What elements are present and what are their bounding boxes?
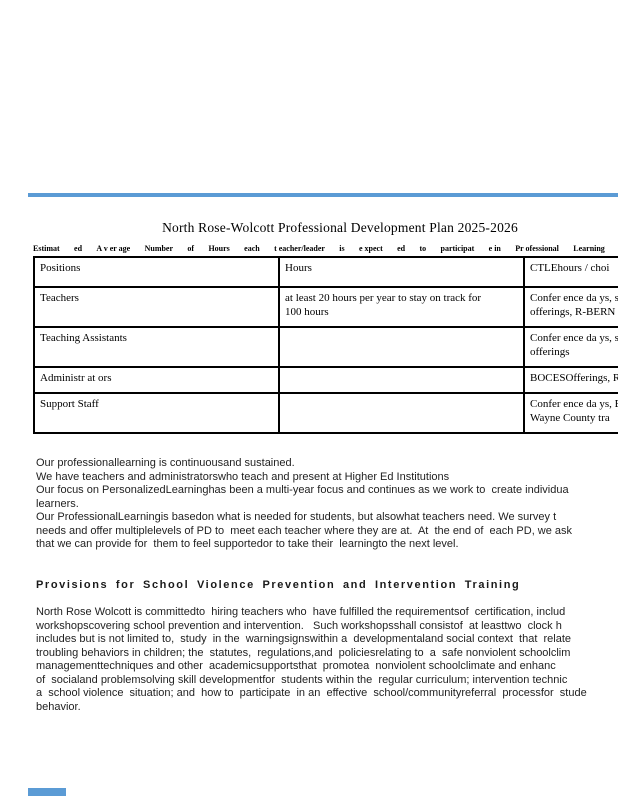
paragraph-line: North Rose Wolcott is committedto hiring… (36, 606, 566, 618)
paragraph-line: of socialand problemsolving skill develo… (36, 673, 568, 686)
caption-word: ed (397, 244, 406, 253)
cell-hours: at least 20 hours per year to stay on tr… (278, 286, 525, 328)
paragraph-line: that we can provide for them to feel sup… (36, 538, 459, 550)
cell-position: Administr at ors (33, 366, 280, 394)
cell-line: 100 hours (285, 305, 329, 318)
pd-hours-table: Positions Hours CTLEhours / choi Teacher… (33, 256, 618, 434)
table-row: Teaching Assistants Confer ence da ys, s… (33, 326, 618, 368)
caption-word: each (244, 244, 260, 253)
caption-word: to (419, 244, 427, 253)
cell-hours (278, 392, 525, 434)
paragraph-line: learners. (36, 497, 79, 510)
paragraph-line: behavior. (36, 700, 81, 713)
header-hours: Hours (278, 256, 525, 288)
page-title: North Rose-Wolcott Professional Developm… (162, 220, 518, 235)
paragraph-line: Our focus on PersonalizedLearninghas bee… (36, 484, 569, 496)
caption-word: t eacher/leader (274, 244, 325, 253)
paragraph-line: We have teachers and administratorswho t… (36, 470, 450, 483)
paragraph-violence-training: North Rose Wolcott is committedto hiring… (36, 606, 587, 714)
caption-word: participat (440, 244, 475, 253)
paragraph-professional-learning: Our professionallearning is continuousan… (36, 457, 572, 552)
caption-word: A v er age (96, 244, 131, 253)
paragraph-line: troubling behaviors in children; the sta… (36, 646, 571, 659)
cell-ctle: Confer ence da ys, s offerings, R-BERN (523, 286, 618, 328)
cell-line: Confer ence da ys, s (530, 292, 618, 304)
caption-word: ed (74, 244, 83, 253)
header-ctle: CTLEhours / choi (523, 256, 618, 288)
cell-ctle: BOCESOfferings, R (523, 366, 618, 394)
cell-position: Support Staff (33, 392, 280, 434)
cell-line: Confer ence da ys, B (530, 398, 618, 410)
header-positions: Positions (33, 256, 280, 288)
section-heading-violence-prevention: Provisions for School Violence Preventio… (36, 579, 521, 591)
cell-hours (278, 366, 525, 394)
table-header-row: Positions Hours CTLEhours / choi (33, 256, 618, 288)
caption-word: e xpect (359, 244, 383, 253)
cell-line: BOCESOfferings, R (530, 372, 618, 384)
table-caption-line: Estimat ed A v er age Number of Hours ea… (33, 244, 605, 253)
caption-word: Estimat (33, 244, 60, 253)
caption-word: of (187, 244, 195, 253)
caption-word: is (339, 244, 345, 253)
paragraph-line: workshopscovering school prevention and … (36, 619, 562, 632)
top-horizontal-rule (28, 193, 618, 197)
cell-position: Teachers (33, 286, 280, 328)
cell-line: at least 20 hours per year to stay on tr… (285, 292, 482, 304)
paragraph-line: a school violence situation; and how to … (36, 687, 587, 699)
paragraph-line: Our professionallearning is continuousan… (36, 457, 295, 469)
paragraph-line: Our ProfessionalLearningis basedon what … (36, 511, 557, 523)
paragraph-line: includes but is not limited to, study in… (36, 633, 572, 645)
cell-position: Teaching Assistants (33, 326, 280, 368)
next-page-rule-fragment (28, 788, 66, 796)
cell-ctle: Confer ence da ys, s offerings (523, 326, 618, 368)
paragraph-line: needs and offer multiplelevels of PD to … (36, 524, 573, 537)
cell-hours (278, 326, 525, 368)
cell-line: Confer ence da ys, s (530, 332, 618, 344)
caption-word: Number (144, 244, 174, 253)
table-row: Support Staff Confer ence da ys, B Wayne… (33, 392, 618, 434)
caption-word: Hours (208, 244, 230, 253)
paragraph-line: managementtechniques and other academics… (36, 660, 556, 672)
cell-ctle: Confer ence da ys, B Wayne County tra (523, 392, 618, 434)
caption-word: e in (488, 244, 501, 253)
cell-line: offerings, R-BERN (530, 305, 616, 318)
caption-word: Pr ofessional (515, 244, 559, 253)
caption-word: Learning (573, 244, 605, 253)
table-row: Teachers at least 20 hours per year to s… (33, 286, 618, 328)
cell-line: Wayne County tra (530, 411, 610, 424)
cell-line: offerings (530, 345, 570, 358)
table-row: Administr at ors BOCESOfferings, R (33, 366, 618, 394)
